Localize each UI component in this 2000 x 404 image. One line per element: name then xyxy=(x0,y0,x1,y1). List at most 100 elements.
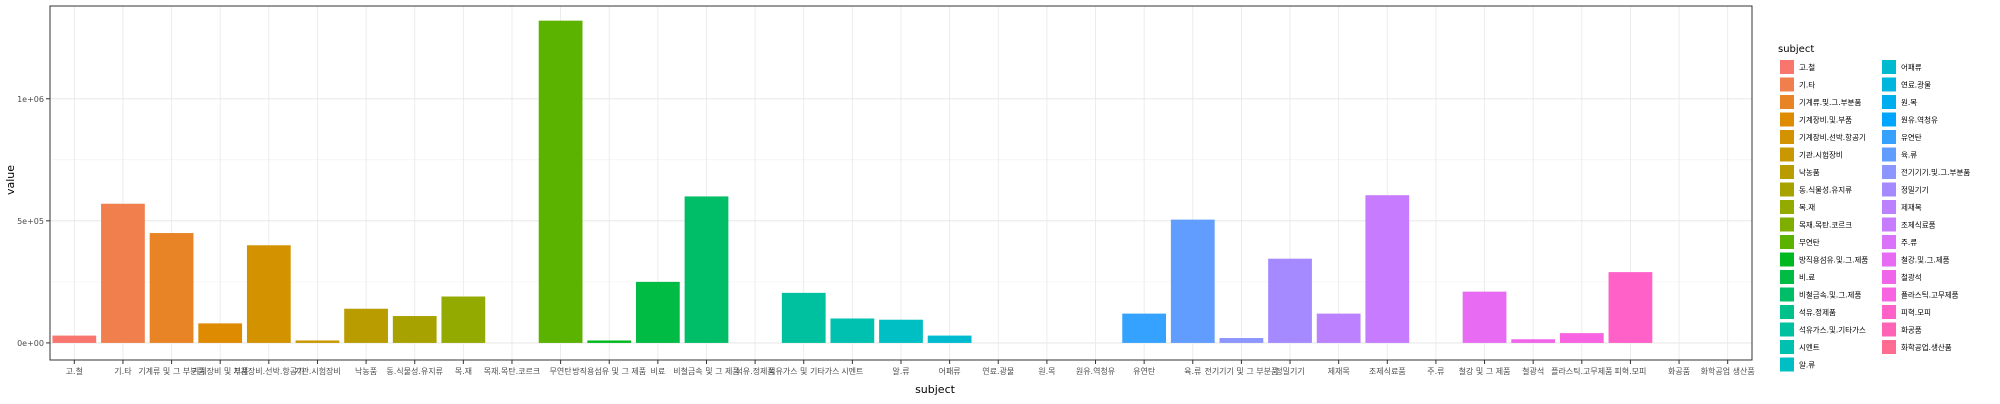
legend-swatch xyxy=(1882,270,1896,284)
legend-swatch xyxy=(1882,112,1896,127)
legend-swatch xyxy=(1780,235,1794,249)
bar[interactable] xyxy=(1365,195,1410,343)
bar[interactable] xyxy=(246,245,291,343)
bar[interactable] xyxy=(441,296,486,343)
x-tick-label: 동.식물성.유지류 xyxy=(386,367,443,376)
bar[interactable] xyxy=(927,335,972,343)
x-tick-label: 정밀기기 xyxy=(1275,366,1304,376)
bar[interactable] xyxy=(1219,338,1264,343)
legend-swatch xyxy=(1780,112,1794,127)
bar[interactable] xyxy=(1559,333,1604,343)
legend-label: 방직용섬유.및.그.제품 xyxy=(1799,255,1868,265)
bar[interactable] xyxy=(295,340,340,343)
bar[interactable] xyxy=(344,308,388,343)
x-tick-label: 화공품 xyxy=(1668,367,1690,376)
bar[interactable] xyxy=(781,292,826,343)
y-tick-label: 1e+06 xyxy=(17,95,44,104)
bar[interactable] xyxy=(1122,313,1167,343)
bar[interactable] xyxy=(1316,313,1361,343)
bar[interactable] xyxy=(149,233,194,343)
legend-swatch xyxy=(1780,95,1794,109)
bar[interactable] xyxy=(830,318,875,343)
legend-swatch xyxy=(1882,217,1896,232)
legend-swatch xyxy=(1882,77,1896,92)
legend-label: 목재.목탄.코르크 xyxy=(1799,220,1852,230)
legend-title: subject xyxy=(1778,44,1814,55)
legend-label: 제재목 xyxy=(1901,203,1922,212)
legend-label: 목.재 xyxy=(1799,203,1815,212)
x-tick-label: 낙농품 xyxy=(355,366,377,376)
bar[interactable] xyxy=(52,335,97,343)
legend-label: 석유가스.및.기타가스 xyxy=(1799,325,1866,335)
x-tick-label: 기계장비 및 부품 xyxy=(192,366,249,376)
bar[interactable] xyxy=(538,20,583,343)
bar[interactable] xyxy=(1608,272,1653,343)
legend-swatch xyxy=(1882,235,1896,249)
legend-swatch xyxy=(1780,340,1794,354)
x-tick-label: 화학공업 생산품 xyxy=(1701,366,1755,376)
legend-swatch xyxy=(1780,165,1794,179)
legend-swatch xyxy=(1780,182,1794,197)
legend-label: 고.철 xyxy=(1799,62,1815,72)
bar[interactable] xyxy=(1268,258,1312,343)
y-tick-label: 5e+05 xyxy=(17,217,44,226)
legend-label: 비철금속.및.그.제품 xyxy=(1799,290,1861,300)
bar[interactable] xyxy=(587,340,632,343)
legend-swatch xyxy=(1780,287,1794,302)
x-tick-label: 목재.목탄.코르크 xyxy=(484,366,541,376)
x-tick-label: 육.류 xyxy=(1184,367,1201,376)
x-tick-label: 원.목 xyxy=(1038,367,1055,376)
legend-label: 알.류 xyxy=(1799,361,1815,370)
legend-label: 피혁.모피 xyxy=(1901,308,1931,317)
legend-label: 기계장비.및.부품 xyxy=(1799,115,1852,125)
legend-label: 철강.및.그.제품 xyxy=(1901,255,1950,265)
x-tick-label: 원유.역청유 xyxy=(1076,366,1115,376)
x-tick-label: 알.류 xyxy=(892,366,909,376)
x-tick-label: 철강 및 그 제품 xyxy=(1459,366,1511,376)
legend-label: 비.료 xyxy=(1799,273,1815,282)
x-tick-label: 플라스틱.고무제품 xyxy=(1551,366,1612,376)
legend: subject 고.철기.타기계류.및.그.부분품기계장비.및.부품기계장비.선… xyxy=(1778,44,1970,372)
bar[interactable] xyxy=(392,316,437,343)
legend-swatch xyxy=(1780,252,1794,267)
legend-swatch xyxy=(1780,60,1794,74)
bar[interactable] xyxy=(879,319,923,343)
bar[interactable] xyxy=(1511,339,1556,343)
bar[interactable] xyxy=(684,196,729,343)
x-tick-label: 주.류 xyxy=(1427,367,1444,376)
x-tick-label: 조제식료품 xyxy=(1369,367,1406,376)
y-axis-title: value xyxy=(4,165,17,195)
x-tick-label: 석유.정제품 xyxy=(735,366,774,376)
x-tick-label: 기.타 xyxy=(114,367,132,376)
legend-label: 기관.시험장비 xyxy=(1799,150,1843,160)
legend-label: 정밀기기 xyxy=(1901,185,1929,195)
x-tick-label: 전기기기 및 그 부분품 xyxy=(1204,366,1278,376)
legend-label: 화학공업.생산품 xyxy=(1901,342,1952,352)
x-tick-label: 기계류 및 그 부분품 xyxy=(138,366,205,376)
legend-label: 연료.광물 xyxy=(1901,80,1931,90)
y-tick-label: 0e+00 xyxy=(17,339,44,348)
legend-swatch xyxy=(1882,95,1896,109)
bar[interactable] xyxy=(198,323,243,343)
legend-swatch xyxy=(1882,252,1896,267)
legend-swatch xyxy=(1780,147,1794,162)
bar[interactable] xyxy=(1462,291,1507,343)
legend-label: 조제식료품 xyxy=(1901,221,1936,230)
legend-swatch xyxy=(1780,357,1794,372)
bar[interactable] xyxy=(635,281,680,343)
x-tick-label: 제재목 xyxy=(1328,367,1350,376)
legend-swatch xyxy=(1780,77,1794,92)
legend-swatch xyxy=(1780,322,1794,337)
bar[interactable] xyxy=(101,203,145,343)
legend-swatch xyxy=(1882,305,1896,319)
x-tick-label: 유연탄 xyxy=(1133,366,1156,376)
x-tick-label: 석유가스 및 기타가스 xyxy=(768,366,839,376)
bar[interactable] xyxy=(1170,219,1215,343)
legend-label: 화공품 xyxy=(1901,326,1922,335)
x-tick-label: 기관.시험장비 xyxy=(294,366,341,376)
legend-swatch xyxy=(1882,147,1896,162)
legend-label: 플라스틱.고무제품 xyxy=(1901,290,1959,300)
legend-label: 철광석 xyxy=(1901,272,1922,282)
